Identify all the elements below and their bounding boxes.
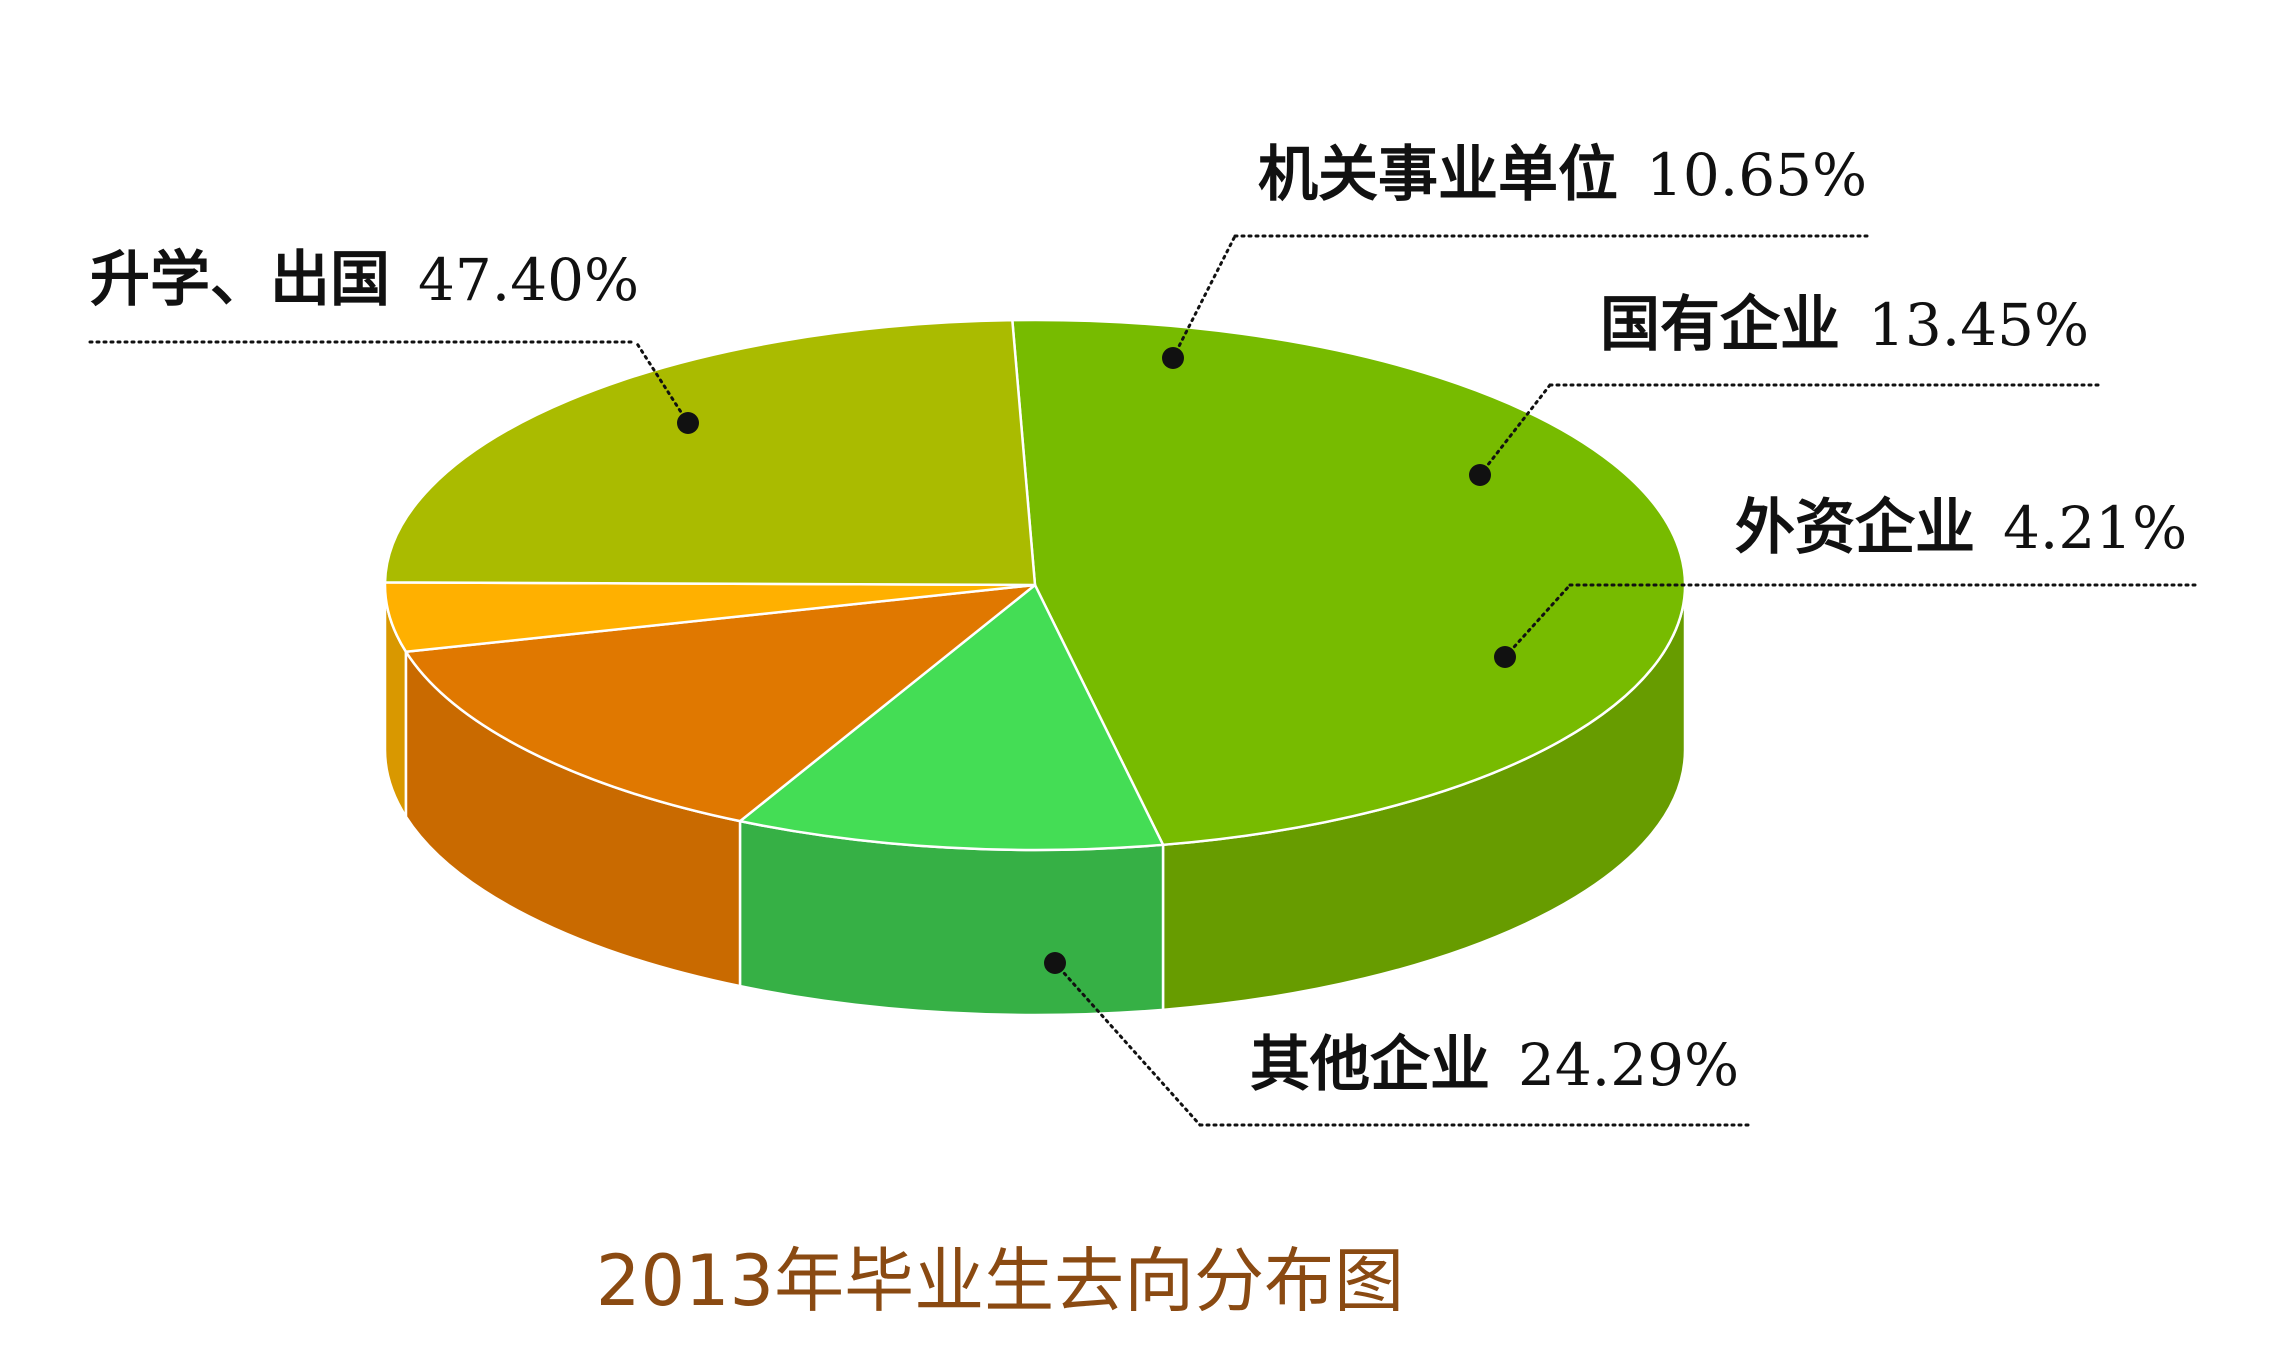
pie-slice-3 [383, 581, 1037, 654]
pie-side-1 [738, 819, 1165, 1017]
slice-label-value-4: 24.29% [1518, 1031, 1739, 1099]
leader-diagonal-0 [634, 340, 690, 425]
pie-slice-2 [404, 583, 1037, 823]
leader-dot-4 [1044, 952, 1066, 974]
pie-slice-1 [738, 583, 1165, 852]
slice-label-0: 升学、出国 47.40% [90, 245, 639, 315]
chart-title: 2013年毕业生去向分布图 [596, 1240, 1404, 1322]
leader-dot-2 [1469, 464, 1491, 486]
slice-label-1: 机关事业单位 10.65% [1258, 140, 1867, 210]
leader-diagonal-4 [1053, 961, 1202, 1127]
slice-label-name-4: 其他企业 [1250, 1030, 1490, 1100]
slice-label-3: 外资企业 4.21% [1735, 493, 2187, 563]
pie-slice-4 [383, 318, 1037, 587]
slice-label-value-0: 47.40% [418, 246, 639, 314]
leader-dot-0 [677, 412, 699, 434]
slice-label-value-3: 4.21% [2003, 494, 2187, 562]
slice-label-name-0: 升学、出国 [90, 245, 390, 315]
slice-label-4: 其他企业 24.29% [1250, 1030, 1739, 1100]
pie-slice-0 [1011, 318, 1687, 847]
pie-top-slices [383, 318, 1687, 852]
slice-label-value-2: 13.45% [1868, 291, 2089, 359]
leader-dot-1 [1162, 347, 1184, 369]
slice-label-name-1: 机关事业单位 [1258, 140, 1618, 210]
slice-label-name-3: 外资企业 [1735, 493, 1975, 563]
leader-lines [88, 234, 2202, 1127]
slice-label-value-1: 10.65% [1646, 141, 1867, 209]
leader-diagonal-3 [1503, 583, 1572, 659]
leader-diagonal-2 [1478, 383, 1552, 477]
leader-dot-3 [1494, 646, 1516, 668]
leader-diagonal-1 [1171, 234, 1237, 360]
slice-labels: 升学、出国 47.40% 机关事业单位 10.65% 国有企业 13.45% 外资企业 4.2… [90, 140, 2187, 1100]
slice-label-2: 国有企业 13.45% [1600, 290, 2089, 360]
slice-label-name-2: 国有企业 [1600, 290, 1840, 360]
